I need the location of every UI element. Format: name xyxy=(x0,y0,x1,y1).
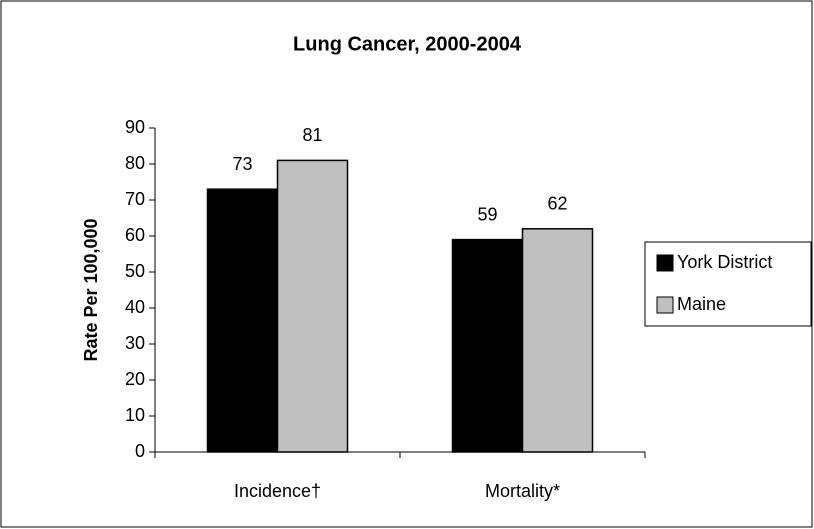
legend-swatch xyxy=(656,296,674,314)
legend-swatch xyxy=(656,254,674,272)
y-tick-label: 90 xyxy=(125,117,145,137)
data-label: 59 xyxy=(477,204,497,224)
data-label: 73 xyxy=(232,154,252,174)
bar xyxy=(521,228,594,453)
y-tick-label: 10 xyxy=(125,405,145,425)
y-tick-label: 70 xyxy=(125,189,145,209)
y-tick-label: 0 xyxy=(135,441,145,461)
bar xyxy=(451,238,524,453)
legend-label: York District xyxy=(677,252,772,272)
x-tick-label: Mortality* xyxy=(485,481,560,501)
y-tick-label: 30 xyxy=(125,333,145,353)
y-axis-label: Rate Per 100,000 xyxy=(81,218,101,361)
legend-label: Maine xyxy=(677,294,726,314)
y-tick-label: 50 xyxy=(125,261,145,281)
x-tick-label: Incidence† xyxy=(234,481,321,501)
y-tick-label: 80 xyxy=(125,153,145,173)
y-tick-label: 60 xyxy=(125,225,145,245)
data-label: 62 xyxy=(547,194,567,214)
chart-title: Lung Cancer, 2000-2004 xyxy=(293,33,522,55)
bar xyxy=(206,188,279,453)
bar xyxy=(276,159,349,453)
y-tick-label: 20 xyxy=(125,369,145,389)
data-label: 81 xyxy=(302,125,322,145)
y-tick-label: 40 xyxy=(125,297,145,317)
